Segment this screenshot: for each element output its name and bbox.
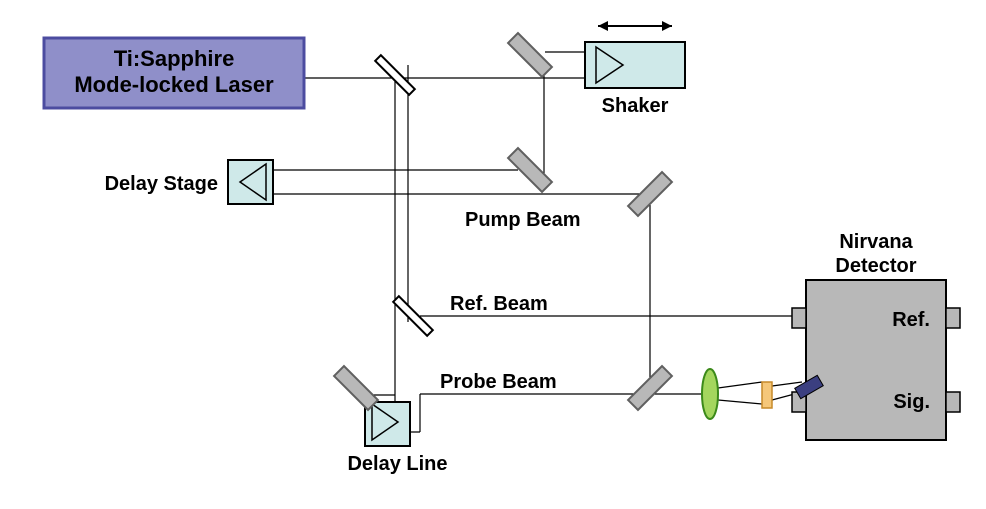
beam-lens-to-sample-2 [718, 400, 762, 404]
beam-sample-to-det [772, 382, 802, 386]
detector-title2: Detector [835, 255, 916, 277]
sample [762, 382, 772, 408]
pump-beam-label: Pump Beam [465, 209, 581, 231]
mirror-m-shaker-in [508, 33, 552, 77]
detector-port-sig-right [946, 392, 960, 412]
detector-port-ref-left [792, 308, 806, 328]
detector-box [806, 280, 946, 440]
focus-lens [702, 369, 718, 419]
delay-stage-label: Delay Stage [105, 173, 218, 195]
shaker-label: Shaker [602, 95, 669, 117]
detector-port-ref-right [946, 308, 960, 328]
shaker-arrow-right [662, 21, 672, 31]
shaker-arrow-left [598, 21, 608, 31]
diagram-canvas: Ti:SapphireMode-locked Laser Shaker Delay … [0, 0, 986, 509]
laser-label-line2: Mode-locked Laser [74, 72, 274, 97]
detector-ref-label: Ref. [892, 309, 930, 331]
ref-beam-label: Ref. Beam [450, 293, 548, 315]
mirror-m-probe-left [334, 366, 378, 410]
probe-beam-label: Probe Beam [440, 371, 557, 393]
laser-label-line1: Ti:Sapphire [114, 46, 235, 71]
detector-title1: Nirvana [839, 231, 913, 253]
detector-sig-label: Sig. [893, 391, 930, 413]
beam-lens-to-sample [718, 382, 762, 388]
delay-line-label: Delay Line [347, 453, 447, 475]
